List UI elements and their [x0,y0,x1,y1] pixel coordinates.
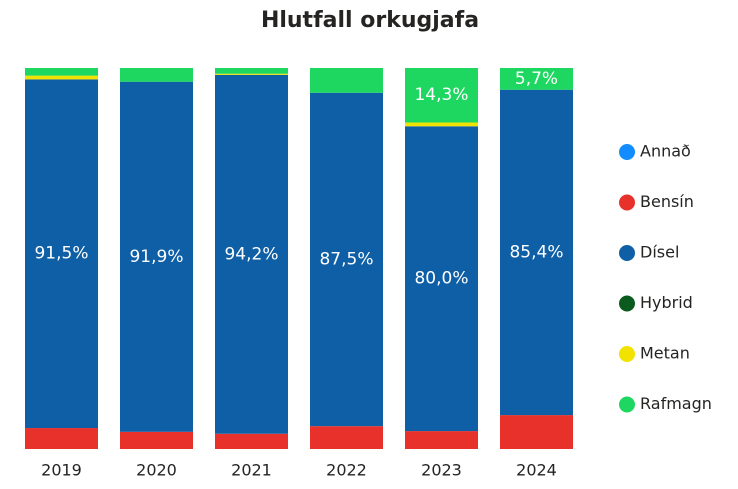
legend-marker [619,245,635,261]
value-label: 85,4% [509,242,563,262]
bar-segment [120,81,193,432]
value-label: 14,3% [414,85,468,105]
x-tick-label: 2022 [326,461,367,480]
bar-segment [405,122,478,127]
legend-label: Hybrid [640,293,693,312]
x-tick-label: 2021 [231,461,272,480]
value-label: 87,5% [319,249,373,269]
bar-segment [120,68,193,82]
legend-label: Bensín [640,192,694,211]
bar-segment [500,89,573,416]
bar-segment [310,92,383,427]
legend-marker [619,396,635,413]
legend-label: Metan [640,344,690,363]
bar-segment [25,428,98,449]
x-tick-label: 2024 [516,461,557,480]
value-label: 91,5% [34,244,88,264]
legend-marker [619,295,635,312]
x-tick-label: 2020 [136,461,177,480]
bar-segment [405,68,478,123]
bar-segment [25,75,98,80]
bar-segment [310,68,383,93]
bar-segment [120,431,193,449]
bar-segment [215,68,288,74]
bar-segment [215,74,288,434]
x-tick-label: 2019 [41,461,82,480]
bar-segment [25,68,98,76]
bar-segment [215,433,288,449]
x-tick-label: 2023 [421,461,462,480]
bar-segment [405,126,478,432]
legend-marker [619,144,635,160]
legend-label: Dísel [640,243,679,262]
value-label: 5,7% [515,69,558,89]
bar-segment [405,431,478,449]
legend-marker [619,346,635,362]
bar-segment [310,426,383,449]
value-label: 94,2% [224,244,278,264]
value-label: 91,9% [129,247,183,267]
bar-segment [215,73,288,75]
bar-segment [25,79,98,429]
bar-segment [500,68,573,90]
chart-title: Hlutfall orkugjafa [261,8,479,33]
legend-label: Rafmagn [640,394,712,413]
value-label: 80,0% [414,269,468,289]
legend-marker [619,194,635,211]
bar-segment [500,415,573,449]
legend-label: Annað [640,142,691,161]
